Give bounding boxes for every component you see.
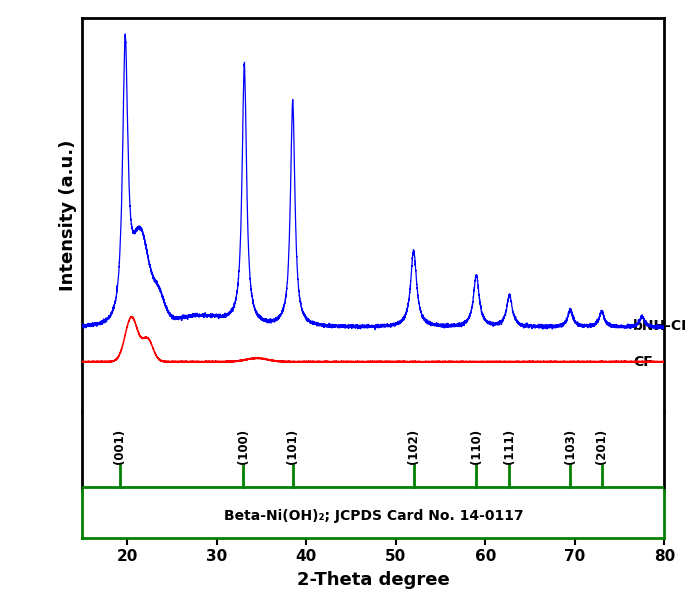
Text: (100): (100) (237, 429, 250, 464)
Text: (101): (101) (286, 429, 299, 464)
Text: (001): (001) (113, 429, 126, 464)
Text: 2-Theta degree: 2-Theta degree (297, 571, 449, 589)
Text: (201): (201) (595, 429, 608, 464)
Text: bNH-CF: bNH-CF (633, 319, 685, 333)
Text: (103): (103) (564, 429, 577, 464)
Text: Beta-Ni(OH)₂; JCPDS Card No. 14-0117: Beta-Ni(OH)₂; JCPDS Card No. 14-0117 (223, 509, 523, 523)
Text: (111): (111) (503, 429, 516, 464)
Text: (110): (110) (470, 429, 483, 464)
Y-axis label: Intensity (a.u.): Intensity (a.u.) (59, 139, 77, 291)
Text: (102): (102) (407, 429, 420, 464)
Text: CF: CF (633, 355, 653, 369)
